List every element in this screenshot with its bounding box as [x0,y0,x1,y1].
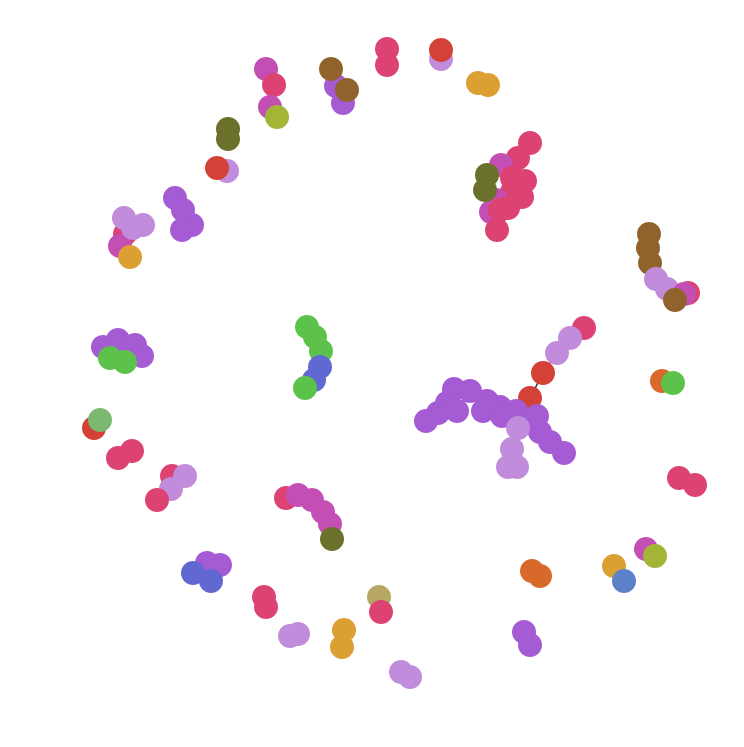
graph-node [262,73,286,97]
graph-node [199,569,223,593]
graph-node [476,73,500,97]
graph-node [414,409,438,433]
graph-node [375,53,399,77]
graph-node [552,441,576,465]
graph-node [330,635,354,659]
graph-node [398,665,422,689]
graph-node [429,38,453,62]
graph-node [113,350,137,374]
graph-node [369,600,393,624]
graph-node [518,633,542,657]
graph-node [88,408,112,432]
graph-node [145,488,169,512]
graph-node [473,178,497,202]
graph-node [170,218,194,242]
graph-node [216,127,240,151]
graph-node [254,595,278,619]
graph-node [131,213,155,237]
graph-node [612,569,636,593]
graph-node [663,288,687,312]
graph-node [205,156,229,180]
graph-node [661,371,685,395]
graph-node [485,218,509,242]
graph-node [319,57,343,81]
node-layer [82,37,707,689]
graph-node [265,105,289,129]
graph-node [531,361,555,385]
graph-node [545,341,569,365]
graph-node [293,376,317,400]
graph-node [118,245,142,269]
graph-node [445,399,469,423]
graph-node [496,455,520,479]
graph-node [528,564,552,588]
graph-node [335,78,359,102]
graph-node [643,544,667,568]
graph-node [683,473,707,497]
graph-node [286,622,310,646]
graph-node [506,416,530,440]
graph-node [320,527,344,551]
graph-node [120,439,144,463]
